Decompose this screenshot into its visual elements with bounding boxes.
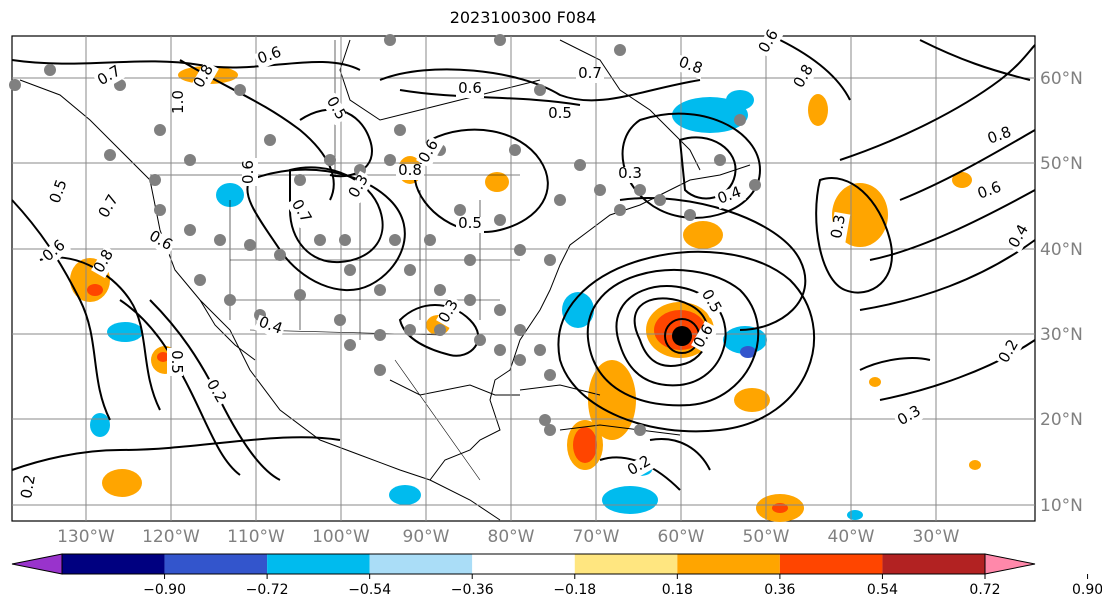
- contour-label-bg: [254, 314, 286, 340]
- contour-label-bg: [974, 179, 1006, 205]
- contour-label-bg: [91, 245, 119, 279]
- map-title: 2023100300 F084: [449, 8, 597, 27]
- lon-label: 100°W: [312, 527, 370, 547]
- lat-label: 20°N: [1040, 410, 1083, 430]
- contour-label-bg: [254, 44, 286, 70]
- lon-label: 90°W: [403, 527, 450, 547]
- contour-label-bg: [696, 285, 724, 319]
- contour-label-bg: [893, 403, 927, 431]
- contour-label: 1.0: [169, 90, 187, 114]
- contour-label: 0.5: [458, 214, 482, 232]
- longitude-labels: 130°W 120°W 110°W 100°W 90°W 80°W 70°W 6…: [57, 527, 960, 547]
- contour-label-bg: [674, 54, 706, 80]
- colorbar-outline: [61, 553, 986, 575]
- lon-label: 70°W: [573, 527, 620, 547]
- colorbar-tick-label: 0.18: [662, 582, 693, 598]
- contour-label-bg: [791, 60, 819, 94]
- colorbar-extend-min: [11, 553, 63, 575]
- contour-label: 0.5: [168, 350, 186, 374]
- colorbar-tick-label: −0.90: [143, 582, 186, 598]
- contour-label-bg: [96, 190, 124, 224]
- contour-label-bg: [576, 67, 604, 83]
- colorbar-swatch: [267, 554, 370, 574]
- colorbar-swatch: [882, 554, 985, 574]
- latitude-labels: 60°N 50°N 40°N 30°N 20°N 10°N: [1040, 69, 1083, 516]
- contour-label-bg: [167, 348, 183, 376]
- colorbar-swatch: [164, 554, 268, 574]
- contour-label-bg: [346, 170, 374, 204]
- lat-label: 10°N: [1040, 496, 1083, 516]
- contour-label-bg: [1006, 220, 1034, 254]
- colorbar-tick-label: 0.54: [867, 582, 898, 598]
- colorbar-tick-label: −0.36: [451, 582, 494, 598]
- contour-label-bg: [691, 320, 719, 354]
- lat-label: 30°N: [1040, 325, 1083, 345]
- contour-label-bg: [47, 176, 73, 208]
- colorbar-tick-label: −0.54: [348, 582, 391, 598]
- contour-label-bg: [984, 124, 1016, 150]
- contour-label-bg: [416, 135, 444, 169]
- contour-label-bg: [93, 63, 127, 91]
- lon-label: 30°W: [913, 527, 960, 547]
- lon-label: 120°W: [142, 527, 200, 547]
- contour-label-bg: [286, 195, 314, 229]
- contour-label: 0.8: [398, 161, 422, 179]
- contour-label-bg: [623, 453, 657, 481]
- contour-label: 0.7: [578, 64, 602, 82]
- lon-label: 110°W: [227, 527, 285, 547]
- colorbar-swatch: [369, 554, 473, 574]
- contour-label-bg: [714, 184, 746, 210]
- contour-label-bg: [242, 158, 258, 186]
- contour-label-bg: [19, 471, 41, 503]
- contour-label-bg: [321, 92, 349, 126]
- contour-label: 0.2: [17, 473, 39, 500]
- lat-label: 50°N: [1040, 154, 1083, 174]
- colorbar-swatch: [779, 554, 883, 574]
- lon-label: 50°W: [743, 527, 790, 547]
- contour-label-bg: [756, 25, 784, 59]
- contour-label-bg: [436, 295, 464, 329]
- contour-label-bg: [546, 107, 574, 123]
- lon-label: 80°W: [488, 527, 535, 547]
- contour-label: 0.6: [239, 160, 257, 184]
- contour-label-bg: [191, 60, 219, 94]
- lat-label: 60°N: [1040, 69, 1083, 89]
- lon-label: 40°W: [828, 527, 875, 547]
- contour-label-bg: [396, 164, 424, 180]
- lon-label: 60°W: [658, 527, 705, 547]
- contour-label-bg: [829, 211, 851, 243]
- contour-label-bg: [456, 82, 484, 98]
- colorbar-swatch: [677, 554, 780, 574]
- graticule: [12, 36, 1035, 521]
- contour-label-bg: [996, 335, 1024, 369]
- colorbar-swatch: [472, 554, 575, 574]
- lat-label: 40°N: [1040, 240, 1083, 260]
- colorbar-swatch: [574, 554, 678, 574]
- colorbar-tick-label: −0.18: [553, 582, 596, 598]
- colorbar-swatch: [62, 554, 165, 574]
- contour-label-bg: [456, 217, 484, 233]
- contour-label: 0.6: [458, 79, 482, 97]
- contour-label-bg: [143, 228, 177, 256]
- colorbar-extend-max: [984, 553, 1036, 575]
- contour-label-bg: [201, 375, 229, 409]
- colorbar-tick-label: 0.72: [969, 582, 1000, 598]
- colorbar-tick-label: 0.36: [764, 582, 795, 598]
- colorbar-tick-label: 0.90: [1072, 582, 1102, 598]
- contour-label: 0.3: [827, 213, 849, 240]
- contour-label: 0.5: [548, 104, 572, 122]
- lon-label: 130°W: [57, 527, 115, 547]
- colorbar-tick-label: −0.72: [246, 582, 289, 598]
- colorbar: −0.90 −0.72 −0.54 −0.36 −0.18 0.18 0.36 0.54 0.7…: [11, 553, 1102, 598]
- contour-label: 0.3: [618, 164, 642, 182]
- contour-label-bg: [39, 236, 71, 268]
- contour-label-bg: [616, 167, 644, 183]
- contour-label-bg: [172, 88, 188, 116]
